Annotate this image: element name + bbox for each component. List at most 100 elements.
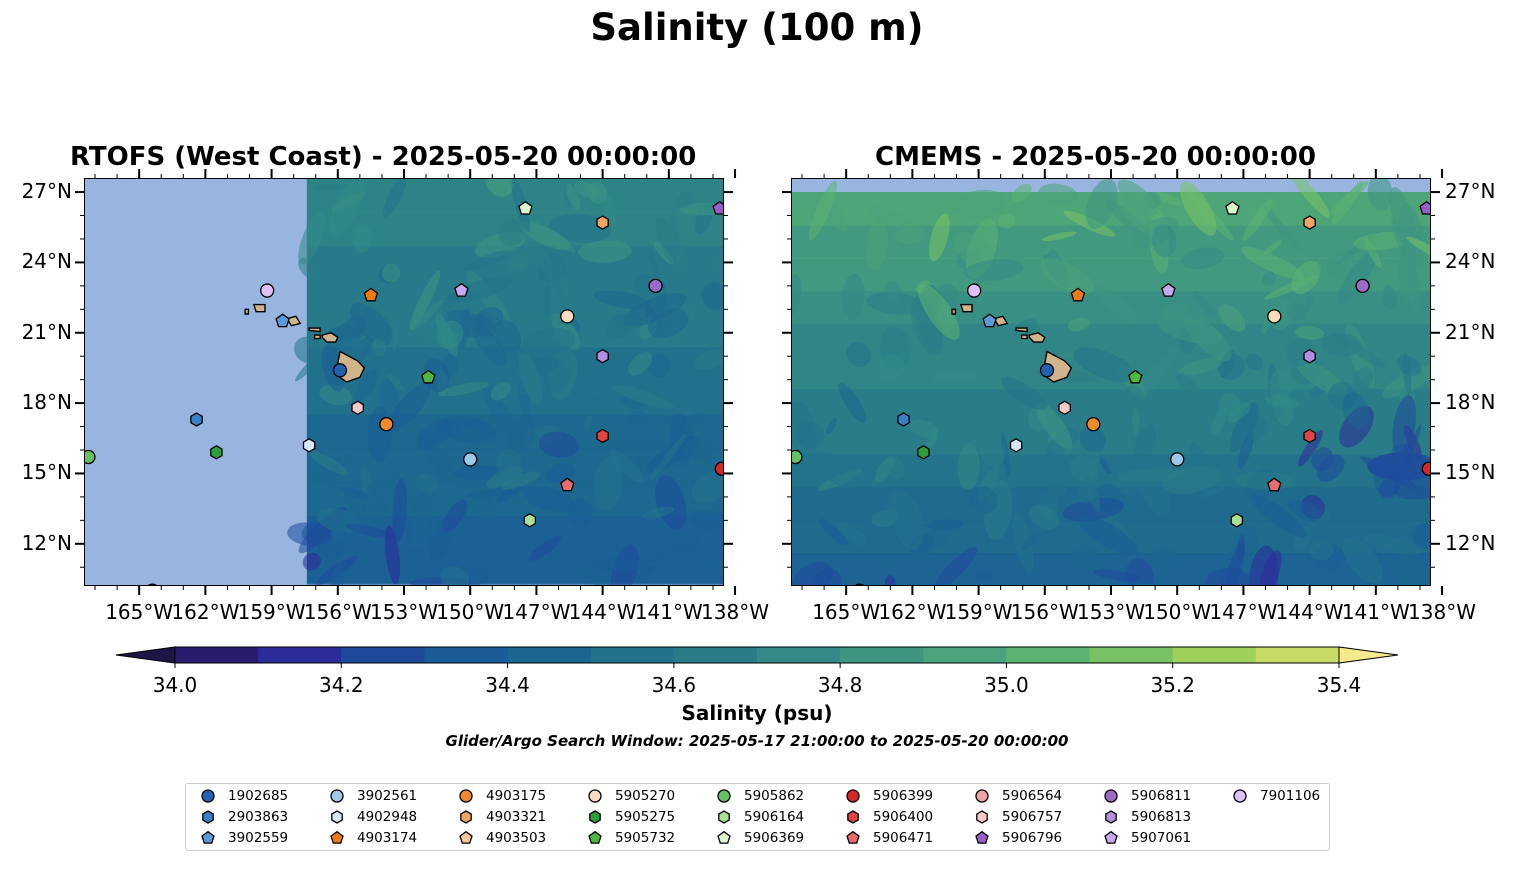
salinity-eddy [1269,368,1293,404]
salinity-eddy [383,178,408,218]
lon-tick-label: 144°W [1275,600,1344,624]
island [321,332,339,343]
salinity-eddy [1218,304,1246,332]
salinity-eddy [1403,351,1412,396]
float-marker-5906811 [1355,278,1370,294]
island [992,315,1009,327]
salinity-eddy [676,191,693,209]
lat-tick-label: 27°N [21,179,72,204]
salinity-eddy [1321,332,1361,358]
float-marker-2903863 [190,412,203,427]
legend-item-5906796: 5906796 [974,830,1062,846]
lat-tick-label: 21°N [21,319,72,344]
legend-item-3902561: 3902561 [329,788,417,804]
figure-title: Salinity (100 m) [590,6,924,49]
salinity-eddy [1001,377,1047,410]
legend-label: 5906811 [1131,788,1192,804]
legend-item-4903321: 4903321 [458,809,546,825]
salinity-eddy [1242,198,1273,241]
salinity-eddy [519,221,571,251]
salinity-eddy [372,338,387,357]
salinity-eddy [1263,205,1302,254]
colorbar-tick-label: 34.2 [319,673,364,697]
salinity-eddy [1262,271,1277,287]
salinity-eddy [326,315,367,358]
legend-item-5906399: 5906399 [845,788,933,804]
salinity-eddy [809,451,866,489]
salinity-eddy [548,213,612,243]
salinity-eddy [791,400,817,461]
legend-marker-5906471 [846,830,860,844]
legend-item-5906369: 5906369 [716,830,804,846]
salinity-eddy [1181,247,1225,270]
legend-label: 5906400 [873,809,934,825]
salinity-eddy [644,537,702,563]
cmems-panel-title: CMEMS - 2025-05-20 00:00:00 [875,142,1316,172]
legend-item-5905862: 5905862 [716,788,804,804]
salinity-eddy [1309,540,1334,561]
island [951,308,957,315]
salinity-eddy [688,509,724,532]
salinity-eddy [884,280,902,303]
float-marker-5906813 [1303,348,1316,364]
float-marker-5906813 [596,348,609,364]
salinity-eddy [1036,402,1073,450]
salinity-eddy [1153,546,1176,569]
salinity-eddy [647,353,672,378]
salinity-eddy [319,384,352,406]
legend-label: 3902559 [228,830,289,846]
float-marker-1902685 [1039,363,1055,378]
salinity-eddy [384,525,401,585]
lat-tick-label: 24°N [1445,249,1496,274]
legend-marker-5906369 [717,830,731,844]
salinity-eddy [1227,402,1251,423]
float-marker-5906757 [351,400,364,416]
float-marker-3902561 [1170,452,1185,467]
salinity-eddy [909,419,939,438]
salinity-eddy [1331,180,1364,226]
legend-item-5906813: 5906813 [1103,809,1191,825]
salinity-eddy [1041,244,1053,256]
legend-item-4903503: 4903503 [458,830,546,846]
salinity-eddy [1264,275,1319,300]
salinity-eddy [521,327,576,358]
salinity-eddy [577,382,603,397]
float-marker-5905732 [1128,369,1143,384]
island [1015,327,1028,333]
salinity-eddy [1160,302,1189,319]
salinity-eddy [841,273,865,320]
salinity-eddy [1193,291,1217,319]
salinity-eddy [1342,537,1383,584]
rtofs-panel-title: RTOFS (West Coast) - 2025-05-20 00:00:00 [70,142,697,172]
float-marker-4902948 [302,438,316,453]
salinity-eddy [1062,497,1124,522]
lon-tick-label: 141°W [634,600,703,624]
salinity-eddy [1337,249,1377,304]
lon-tick-label: 144°W [568,600,637,624]
salinity-eddy [423,358,450,393]
salinity-eddy [1243,413,1268,441]
float-marker-2903863 [897,412,910,427]
salinity-eddy [627,410,645,424]
salinity-eddy [1069,544,1099,572]
float-marker-4903174 [363,287,379,302]
salinity-eddy [655,216,689,275]
salinity-eddy [952,189,1006,219]
colorbar-under-extend [115,646,176,664]
island [244,308,250,315]
salinity-eddy [1342,391,1370,429]
legend-item-5906471: 5906471 [845,830,933,846]
lon-tick-label: 156°W [303,600,372,624]
salinity-eddy [538,431,579,458]
salinity-eddy [1297,429,1324,467]
salinity-eddy [926,433,938,448]
salinity-eddy [1124,385,1146,407]
lon-tick-label: 159°W [944,600,1013,624]
lon-tick-label: 162°W [171,600,240,624]
salinity-eddy [1098,455,1112,475]
salinity-eddy [287,522,332,546]
salinity-eddy [1385,560,1431,586]
salinity-eddy [1335,333,1386,369]
float-marker-7901106 [967,283,982,298]
salinity-eddy [628,351,652,376]
